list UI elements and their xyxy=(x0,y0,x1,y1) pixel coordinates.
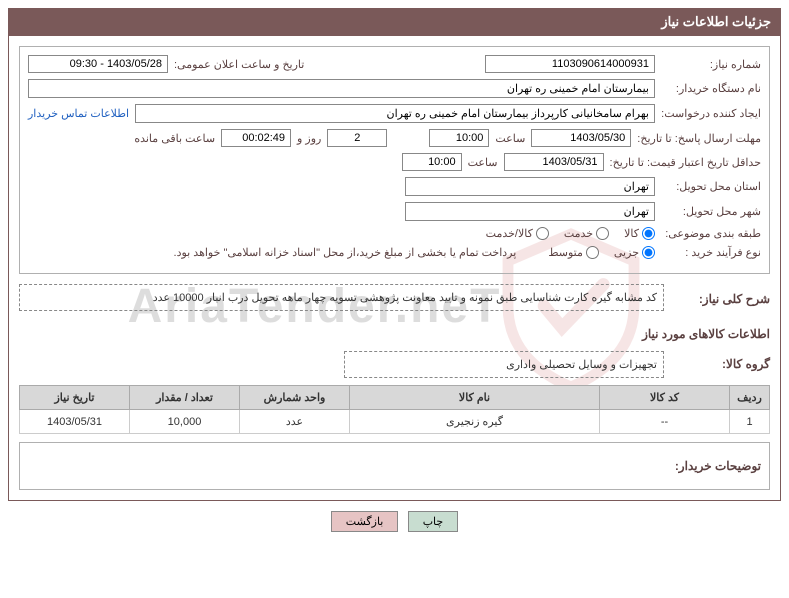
cat-goods-radio[interactable] xyxy=(642,227,655,240)
category-radio-group: کالا خدمت کالا/خدمت xyxy=(486,227,655,240)
remaining-label: ساعت باقی مانده xyxy=(134,132,215,145)
goods-info-title: اطلاعات کالاهای مورد نیاز xyxy=(19,327,770,341)
deadline-date-field: 1403/05/30 xyxy=(531,129,631,147)
th-unit: واحد شمارش xyxy=(240,386,350,410)
requester-label: ایجاد کننده درخواست: xyxy=(661,107,761,120)
main-panel: AriaTender.neT شماره نیاز: 1103090614000… xyxy=(8,36,781,501)
th-name: نام کالا xyxy=(350,386,600,410)
cell-qty: 10,000 xyxy=(130,410,240,434)
page-title-bar: جزئیات اطلاعات نیاز xyxy=(8,8,781,36)
requester-field: بهرام سامخانیانی کارپرداز بیمارستان امام… xyxy=(135,104,655,123)
group-label: گروه کالا: xyxy=(670,357,770,371)
cat-service-option[interactable]: خدمت xyxy=(564,227,609,240)
announce-field: 1403/05/28 - 09:30 xyxy=(28,55,168,73)
validity-label: حداقل تاریخ اعتبار قیمت: تا تاریخ: xyxy=(610,156,761,169)
goods-table: ردیف کد کالا نام کالا واحد شمارش تعداد /… xyxy=(19,385,770,434)
countdown-field: 00:02:49 xyxy=(221,129,291,147)
page-title: جزئیات اطلاعات نیاز xyxy=(661,14,771,29)
details-box: شماره نیاز: 1103090614000931 تاریخ و ساع… xyxy=(19,46,770,274)
print-button[interactable]: چاپ xyxy=(408,511,459,532)
days-and-label: روز و xyxy=(297,132,321,145)
proc-small-radio[interactable] xyxy=(642,246,655,259)
desc-title: شرح کلی نیاز: xyxy=(670,292,770,306)
validity-date-field: 1403/05/31 xyxy=(504,153,604,171)
announce-label: تاریخ و ساعت اعلان عمومی: xyxy=(174,58,304,71)
cell-unit: عدد xyxy=(240,410,350,434)
province-field: تهران xyxy=(405,177,655,196)
cell-row: 1 xyxy=(730,410,770,434)
payment-note: پرداخت تمام یا بخشی از مبلغ خرید،از محل … xyxy=(174,246,517,259)
cell-code: -- xyxy=(600,410,730,434)
proc-medium-option[interactable]: متوسط xyxy=(548,246,599,259)
th-row: ردیف xyxy=(730,386,770,410)
city-label: شهر محل تحویل: xyxy=(661,205,761,218)
deadline-label: مهلت ارسال پاسخ: تا تاریخ: xyxy=(637,132,761,145)
city-field: تهران xyxy=(405,202,655,221)
need-no-label: شماره نیاز: xyxy=(661,58,761,71)
cell-name: گیره زنجیری xyxy=(350,410,600,434)
button-row: چاپ بازگشت xyxy=(8,511,781,532)
cat-both-radio[interactable] xyxy=(536,227,549,240)
th-code: کد کالا xyxy=(600,386,730,410)
group-field: تجهیزات و وسایل تحصیلی واداری xyxy=(344,351,664,378)
proc-medium-radio[interactable] xyxy=(586,246,599,259)
need-no-field: 1103090614000931 xyxy=(485,55,655,73)
category-label: طبقه بندی موضوعی: xyxy=(661,227,761,240)
cat-service-radio[interactable] xyxy=(596,227,609,240)
cat-both-option[interactable]: کالا/خدمت xyxy=(486,227,549,240)
buyer-notes-box: توضیحات خریدار: xyxy=(19,442,770,490)
province-label: استان محل تحویل: xyxy=(661,180,761,193)
cell-date: 1403/05/31 xyxy=(20,410,130,434)
buyer-org-field: بیمارستان امام خمینی ره تهران xyxy=(28,79,655,98)
validity-time-field: 10:00 xyxy=(402,153,462,171)
table-row: 1 -- گیره زنجیری عدد 10,000 1403/05/31 xyxy=(20,410,770,434)
buyer-notes-label: توضیحات خریدار: xyxy=(675,459,761,473)
deadline-time-field: 10:00 xyxy=(429,129,489,147)
table-header-row: ردیف کد کالا نام کالا واحد شمارش تعداد /… xyxy=(20,386,770,410)
proc-small-option[interactable]: جزیی xyxy=(614,246,655,259)
days-field: 2 xyxy=(327,129,387,147)
process-radio-group: جزیی متوسط xyxy=(548,246,655,259)
time-label-2: ساعت xyxy=(468,156,498,169)
cat-goods-option[interactable]: کالا xyxy=(624,227,655,240)
time-label-1: ساعت xyxy=(495,132,525,145)
back-button[interactable]: بازگشت xyxy=(331,511,399,532)
desc-box: کد مشابه گیره کارت شناسایی طبق نمونه و ت… xyxy=(19,284,664,311)
process-label: نوع فرآیند خرید : xyxy=(661,246,761,259)
th-date: تاریخ نیاز xyxy=(20,386,130,410)
buyer-org-label: نام دستگاه خریدار: xyxy=(661,82,761,95)
th-qty: تعداد / مقدار xyxy=(130,386,240,410)
contact-link[interactable]: اطلاعات تماس خریدار xyxy=(28,107,129,120)
